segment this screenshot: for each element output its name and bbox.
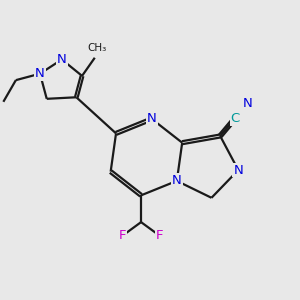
Text: F: F xyxy=(119,229,126,242)
Text: N: N xyxy=(35,67,45,80)
Text: F: F xyxy=(156,229,164,242)
Text: N: N xyxy=(57,53,67,66)
Text: N: N xyxy=(147,112,157,125)
Text: CH₃: CH₃ xyxy=(87,44,106,53)
Text: N: N xyxy=(233,164,243,177)
Text: N: N xyxy=(243,97,253,110)
Text: N: N xyxy=(172,174,182,188)
Text: C: C xyxy=(230,112,240,125)
